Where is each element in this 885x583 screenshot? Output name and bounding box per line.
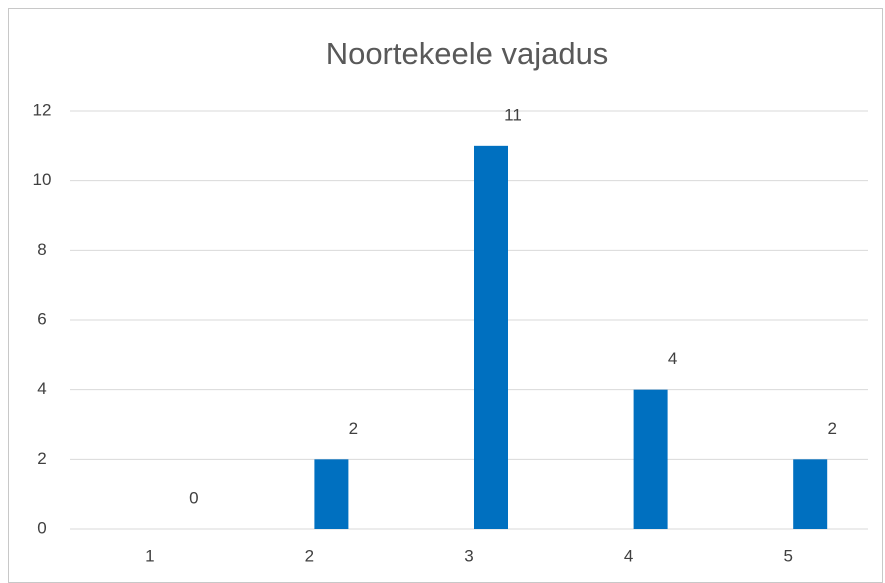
data-label: 2 [349, 419, 358, 438]
y-tick-label: 8 [37, 240, 46, 259]
x-tick-label: 3 [464, 546, 473, 565]
y-tick-label: 2 [37, 449, 46, 468]
x-tick-label: 5 [783, 546, 792, 565]
y-tick-label: 0 [37, 518, 46, 537]
x-tick-label: 4 [624, 546, 633, 565]
y-tick-label: 10 [33, 170, 52, 189]
x-tick-label: 1 [145, 546, 154, 565]
bar [314, 459, 349, 529]
bar [474, 145, 508, 530]
y-tick-label: 12 [33, 100, 52, 119]
data-label: 11 [504, 105, 522, 124]
chart-title: Noortekeele vajadus [326, 36, 609, 71]
x-tick-label: 2 [305, 546, 314, 565]
y-tick-label: 6 [37, 309, 46, 328]
data-label: 4 [668, 349, 677, 368]
bar [793, 459, 828, 529]
bar [633, 389, 668, 529]
data-label: 2 [827, 419, 836, 438]
chart-border [8, 8, 883, 583]
y-tick-label: 4 [37, 379, 46, 398]
data-label: 0 [189, 488, 198, 507]
